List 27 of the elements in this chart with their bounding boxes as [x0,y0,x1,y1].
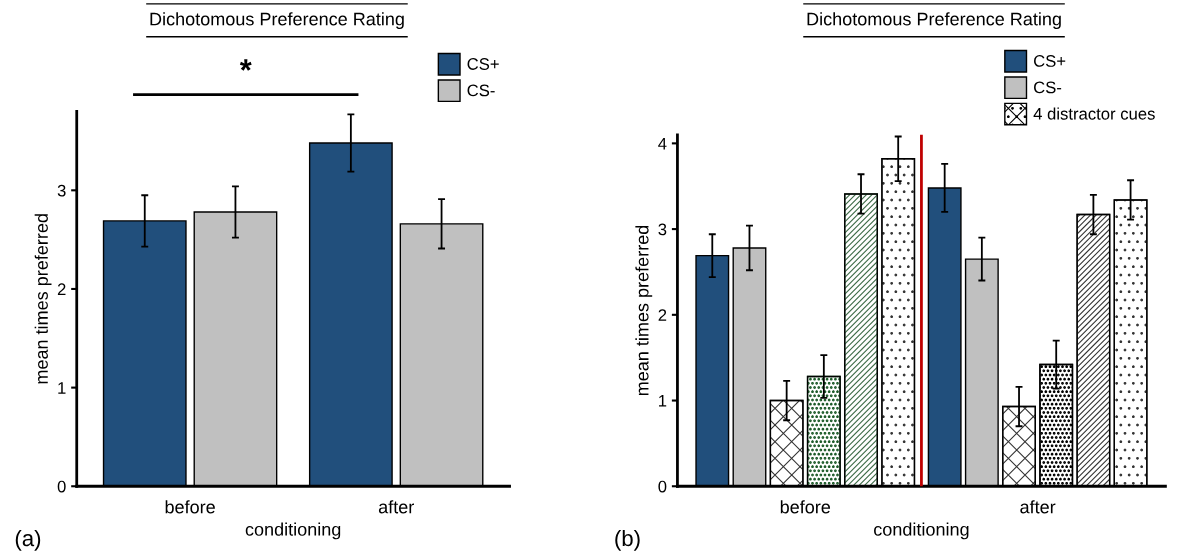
y-tick-label: 3 [57,184,66,197]
x-tick-label: before [165,500,215,514]
y-tick-label: 0 [57,480,66,493]
text: * [239,59,252,71]
chart-title: Dichotomous Preference Rating [150,12,404,30]
legend-label: CS- [1034,81,1062,94]
chart-title: Dichotomous Preference Rating [807,12,1061,30]
y-axis-title: mean times preferred [34,214,52,384]
text: (a) [15,529,41,551]
legend-label: CS- [467,84,495,97]
legend-label: CS+ [1034,55,1066,67]
text: (b) [615,529,640,551]
y-tick-label: 1 [58,382,66,394]
x-tick-label: after [1020,500,1056,514]
legend-label: CS+ [467,58,499,70]
y-tick-label: 2 [57,283,66,295]
y-tick-label: 2 [658,309,667,321]
y-tick-label: 3 [658,223,667,236]
x-tick-label: after [378,500,414,514]
y-tick-label: 1 [659,395,667,407]
x-axis-title: conditioning [874,522,969,540]
y-tick-label: 4 [658,137,667,150]
y-axis-title: mean times preferred [635,225,653,396]
y-tick-label: 0 [658,480,667,493]
text: 4 distractor cues [1033,107,1155,120]
x-tick-label: before [780,500,831,514]
x-axis-title: conditioning [245,522,341,540]
